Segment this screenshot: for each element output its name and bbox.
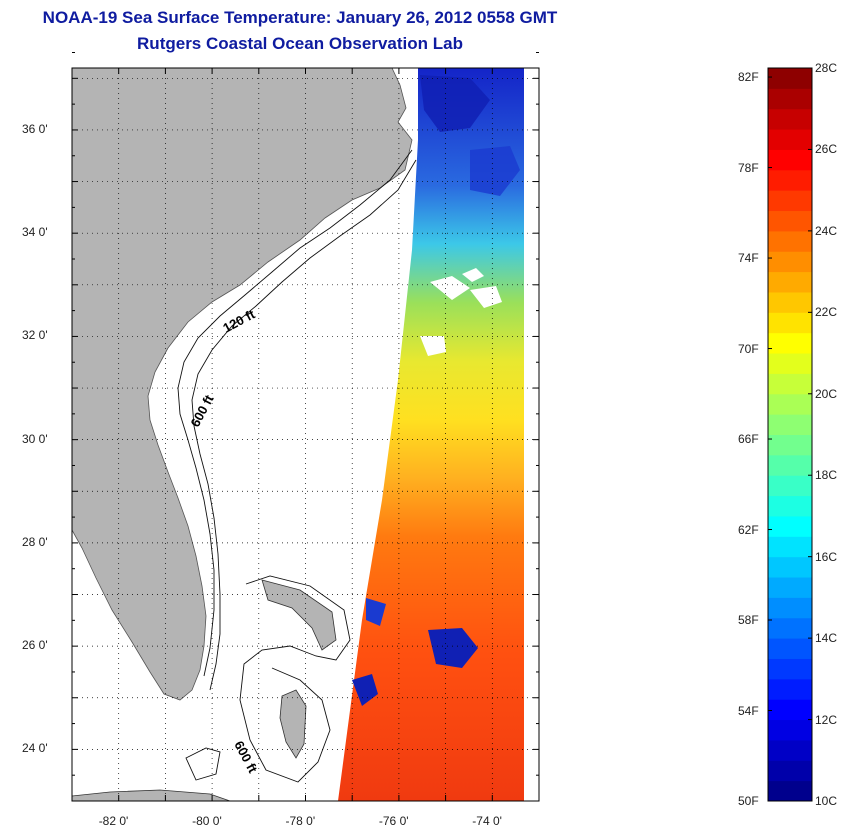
latitude-label: 24 0' [22,741,48,756]
longitude-label: -78 0' [285,814,316,828]
colorbar-step [768,454,812,476]
colorbar-step [768,556,812,578]
sst-cold-patch [428,628,478,668]
colorbar-step [768,760,812,782]
celsius-label: 22C [815,305,838,320]
colorbar-step [768,190,812,212]
celsius-label: 24C [815,223,838,238]
land-cuba [72,789,231,801]
colorbar-step [768,515,812,537]
map-subtitle: Rutgers Coastal Ocean Observation Lab [137,34,463,53]
colorbar-step [768,271,812,293]
colorbar-step [768,312,812,334]
colorbar-step [768,597,812,619]
colorbar-step [768,414,812,435]
celsius-label: 12C [815,712,838,727]
colorbar-step [768,638,812,659]
fahrenheit-label: 82F [738,70,759,85]
fahrenheit-label: 58F [738,613,759,627]
celsius-label: 10C [815,794,838,808]
colorbar-step [768,129,812,150]
map-ticks [71,52,540,802]
longitude-label: -76 0' [378,814,409,828]
celsius-label: 18C [815,468,838,483]
colorbar-step [768,719,812,741]
colorbar-step [768,617,812,639]
colorbar-step [768,536,812,558]
colorbar-step [768,230,812,252]
celsius-label: 28C [815,61,838,75]
latitude-label: 28 0' [22,534,48,549]
longitude-label: -82 0' [98,814,129,828]
latitude-label: 26 0' [22,638,48,653]
colorbar-step [768,88,812,110]
colorbar-step [768,658,812,680]
colorbar-step [768,68,812,89]
colorbar-step [768,108,812,130]
latitude-label: 36 0' [22,121,48,136]
sst-swath [338,68,524,801]
fahrenheit-label: 78F [738,160,759,175]
contour-bahamas-600ft [239,575,351,783]
celsius-label: 26C [815,142,838,157]
map-title: NOAA-19 Sea Surface Temperature: January… [42,8,558,27]
sst-cold-patch [366,598,386,626]
cloud-mask [420,268,502,356]
celsius-label: 16C [815,549,838,564]
latitude-label: 34 0' [22,225,48,240]
land-bahamas-andros [279,689,307,759]
sst-cold-patch [470,146,520,196]
longitude-label: -74 0' [472,814,502,828]
celsius-label: 14C [815,631,838,646]
colorbar-step [768,332,812,354]
colorbar-step [768,373,812,395]
colorbar-step [768,210,812,232]
sst-cold-patch [352,674,378,706]
colorbar-step [768,699,812,721]
colorbar-step [768,475,812,497]
land-mainland [72,68,413,701]
colorbar-step [768,353,812,374]
fahrenheit-label: 74F [738,251,759,266]
colorbar-step [768,495,812,517]
colorbar-ticks [768,67,812,802]
latitude-label: 30 0' [22,431,48,446]
sst-cold-patch [420,75,490,132]
colorbar-step [768,393,812,415]
contour-600ft [191,159,417,691]
land-bahamas-north [261,579,337,651]
colorbar-step [768,739,812,761]
colorbar-step [768,780,812,802]
fahrenheit-label: 62F [738,522,759,537]
celsius-label: 20C [815,386,838,401]
fahrenheit-label: 70F [738,341,759,356]
colorbar-step [768,169,812,191]
colorbar-step [768,577,812,598]
fahrenheit-label: 50F [738,794,759,808]
longitude-label: -80 0' [192,814,222,828]
colorbar-step [768,678,812,700]
fahrenheit-label: 66F [738,432,759,447]
colorbar-step [768,434,812,456]
colorbar-step [768,149,812,171]
contour-120ft [177,149,413,677]
colorbar-frame [767,67,813,802]
latitude-label: 32 0' [22,328,48,343]
colorbar-steps [768,68,812,802]
colorbar-step [768,251,812,273]
fahrenheit-label: 54F [738,703,759,718]
colorbar-step [768,291,812,313]
